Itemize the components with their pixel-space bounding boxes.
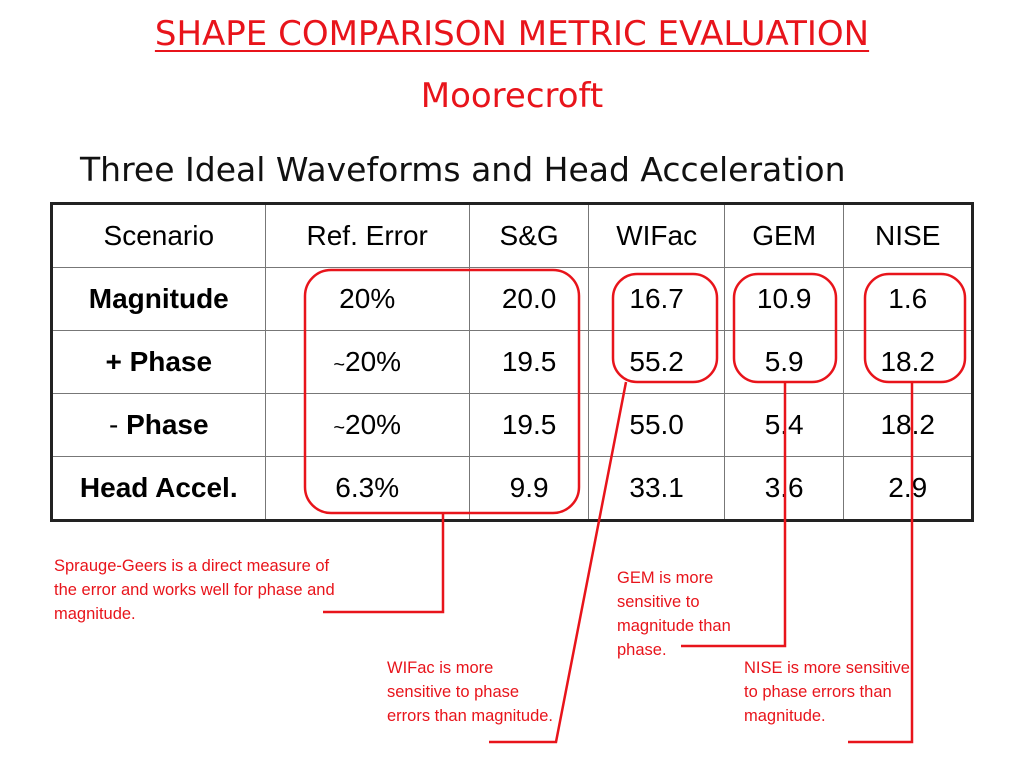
cell-ref-error: 6.3% — [264, 456, 470, 521]
header-scenario: Scenario — [51, 203, 266, 268]
cell-ref-error: ~20% — [264, 330, 470, 394]
table-row: Head Accel. 6.3% 9.9 33.1 3.6 2.9 — [51, 456, 973, 521]
cell-scenario: Head Accel. — [51, 456, 266, 521]
scenario-label: Head Accel. — [79, 472, 238, 503]
sg-connector-line — [323, 513, 445, 614]
cell-nise: 2.9 — [843, 456, 973, 521]
cell-gem: 3.6 — [723, 456, 845, 521]
cell-gem: 10.9 — [723, 267, 845, 331]
scenario-prefix: - — [108, 409, 119, 440]
table-heading: Three Ideal Waveforms and Head Accelerat… — [80, 150, 846, 189]
ref-value: 20% — [339, 283, 396, 314]
table-row: Magnitude 20% 20.0 16.7 10.9 1.6 — [51, 267, 973, 331]
slide-subtitle: Moorecroft — [420, 76, 604, 116]
scenario-label: Magnitude — [88, 283, 229, 314]
cell-scenario: - Phase — [51, 393, 266, 457]
wifac-annotation-text: WIFac is more sensitive to phase errors … — [387, 659, 554, 725]
cell-ref-error: ~20% — [264, 393, 470, 457]
cell-sg: 19.5 — [468, 330, 590, 394]
scenario-label: + Phase — [105, 346, 213, 377]
metrics-table: Scenario Ref. Error S&G WIFac GEM NISE M… — [50, 202, 974, 522]
sg-annotation-text: Sprauge-Geers is a direct measure of the… — [54, 557, 335, 623]
header-gem: GEM — [723, 203, 845, 268]
ref-value: 6.3% — [335, 472, 400, 503]
ref-value: 20% — [345, 346, 402, 377]
header-sg: S&G — [468, 203, 590, 268]
nise-annotation-text: NISE is more sensitive to phase errors t… — [744, 659, 910, 725]
gem-annotation-text: GEM is more sensitive to magnitude than … — [617, 569, 731, 659]
cell-nise: 1.6 — [843, 267, 973, 331]
table-row: - Phase ~20% 19.5 55.0 5.4 18.2 — [51, 393, 973, 457]
cell-ref-error: 20% — [264, 267, 470, 331]
cell-nise: 18.2 — [843, 330, 973, 394]
table-row: + Phase ~20% 19.5 55.2 5.9 18.2 — [51, 330, 973, 394]
cell-nise: 18.2 — [843, 393, 973, 457]
header-wifac: WIFac — [588, 203, 725, 268]
scenario-label: Phase — [126, 409, 209, 440]
cell-scenario: Magnitude — [51, 267, 266, 331]
table-header-row: Scenario Ref. Error S&G WIFac GEM NISE — [51, 203, 973, 268]
header-nise: NISE — [843, 203, 973, 268]
cell-sg: 19.5 — [468, 393, 590, 457]
cell-gem: 5.9 — [723, 330, 845, 394]
cell-sg: 20.0 — [468, 267, 590, 331]
ref-value: 20% — [345, 409, 402, 440]
cell-wifac: 55.2 — [588, 330, 725, 394]
header-ref-error: Ref. Error — [264, 203, 470, 268]
cell-scenario: + Phase — [51, 330, 266, 394]
cell-wifac: 16.7 — [588, 267, 725, 331]
cell-gem: 5.4 — [723, 393, 845, 457]
slide-title: SHAPE COMPARISON METRIC EVALUATION — [154, 14, 870, 54]
ref-prefix: ~ — [333, 354, 346, 376]
cell-sg: 9.9 — [468, 456, 590, 521]
ref-prefix: ~ — [333, 417, 346, 439]
cell-wifac: 33.1 — [588, 456, 725, 521]
cell-wifac: 55.0 — [588, 393, 725, 457]
